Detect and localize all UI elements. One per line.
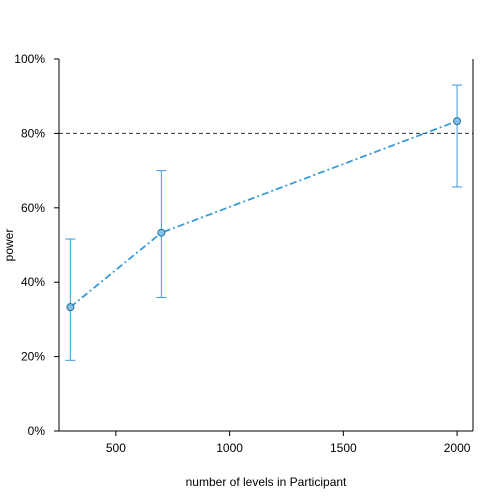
series-line: [69, 120, 458, 308]
y-tick-label: 20%: [21, 350, 45, 364]
y-tick-label: 100%: [14, 52, 45, 66]
data-point: [66, 303, 75, 312]
x-tick-label: 1000: [216, 441, 243, 455]
x-tick-label: 2000: [444, 441, 471, 455]
y-axis-title: power: [2, 229, 16, 262]
x-axis-title: number of levels in Participant: [186, 475, 347, 489]
data-point: [453, 117, 462, 126]
x-tick-label: 1500: [330, 441, 357, 455]
x-tick-label: 500: [106, 441, 126, 455]
y-tick-label: 80%: [21, 126, 45, 140]
data-point: [157, 228, 166, 237]
y-tick-label: 60%: [21, 201, 45, 215]
y-tick-label: 0%: [28, 424, 46, 438]
y-tick-label: 40%: [21, 275, 45, 289]
